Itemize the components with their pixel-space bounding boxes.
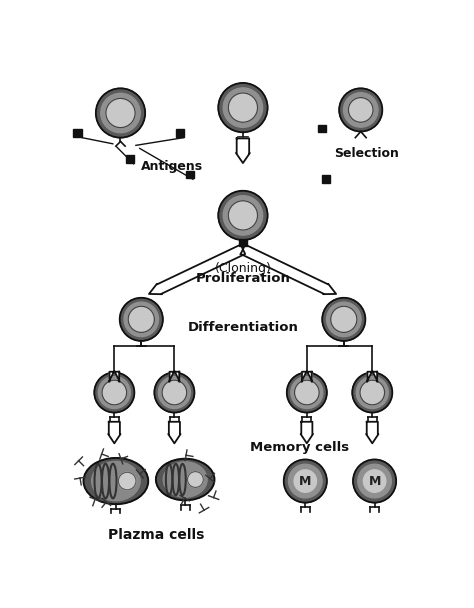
Circle shape	[348, 98, 373, 122]
Circle shape	[356, 376, 388, 409]
Bar	[239, 238, 247, 246]
Text: Plazma cells: Plazma cells	[109, 528, 205, 542]
Polygon shape	[301, 371, 312, 382]
Circle shape	[106, 98, 135, 128]
Circle shape	[124, 302, 158, 337]
Text: M: M	[368, 475, 381, 488]
Circle shape	[120, 298, 163, 341]
Circle shape	[223, 196, 263, 235]
Circle shape	[228, 93, 257, 122]
Circle shape	[162, 380, 187, 405]
Circle shape	[155, 373, 194, 413]
Ellipse shape	[156, 458, 214, 500]
Text: Selection: Selection	[334, 147, 399, 161]
Text: Differentiation: Differentiation	[188, 320, 298, 334]
Text: Proliferation: Proliferation	[195, 272, 291, 285]
Polygon shape	[367, 371, 378, 382]
Circle shape	[360, 380, 384, 405]
Polygon shape	[236, 139, 250, 163]
Ellipse shape	[163, 462, 207, 497]
Circle shape	[353, 460, 396, 503]
Circle shape	[158, 376, 191, 409]
Circle shape	[331, 306, 357, 333]
Polygon shape	[241, 244, 336, 294]
Text: Antigens: Antigens	[141, 161, 203, 173]
Circle shape	[291, 376, 323, 409]
Circle shape	[339, 88, 383, 131]
Circle shape	[327, 302, 361, 337]
Circle shape	[352, 373, 392, 413]
Bar	[176, 129, 183, 137]
Circle shape	[118, 472, 136, 490]
Circle shape	[294, 380, 319, 405]
Circle shape	[358, 465, 392, 498]
Polygon shape	[108, 422, 120, 443]
Bar	[322, 175, 330, 183]
Circle shape	[96, 88, 145, 137]
Circle shape	[228, 201, 257, 230]
Polygon shape	[169, 371, 180, 382]
Bar	[126, 156, 134, 163]
Polygon shape	[366, 422, 378, 443]
Polygon shape	[168, 422, 181, 443]
Circle shape	[98, 376, 130, 409]
Circle shape	[101, 93, 140, 133]
Text: (Cloning): (Cloning)	[215, 261, 271, 275]
Text: M: M	[299, 475, 311, 488]
Circle shape	[219, 191, 267, 240]
Circle shape	[344, 92, 378, 127]
Circle shape	[188, 472, 203, 488]
Circle shape	[219, 83, 267, 133]
Circle shape	[284, 460, 327, 503]
Circle shape	[223, 88, 263, 127]
Circle shape	[294, 470, 317, 492]
Circle shape	[102, 380, 127, 405]
Polygon shape	[149, 244, 245, 294]
Text: Memory cells: Memory cells	[250, 441, 349, 454]
Bar	[186, 171, 194, 179]
Bar	[73, 129, 82, 137]
Ellipse shape	[91, 461, 140, 501]
Ellipse shape	[83, 458, 148, 504]
Polygon shape	[301, 422, 313, 443]
Circle shape	[94, 373, 134, 413]
Polygon shape	[109, 371, 120, 382]
Circle shape	[128, 306, 155, 333]
Circle shape	[287, 373, 327, 413]
Circle shape	[364, 470, 386, 492]
Circle shape	[322, 298, 365, 341]
Circle shape	[289, 465, 322, 498]
Bar	[319, 125, 326, 133]
